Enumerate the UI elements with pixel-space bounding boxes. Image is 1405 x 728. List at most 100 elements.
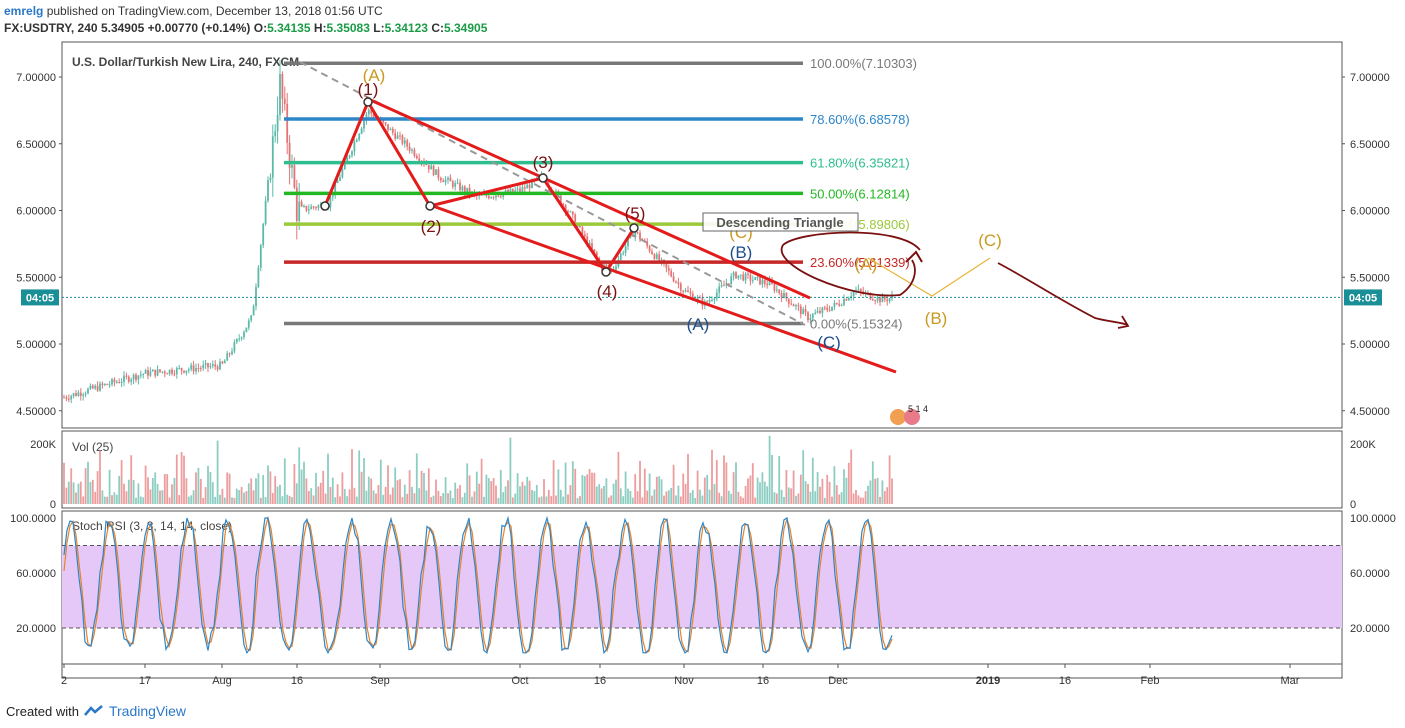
candle-body xyxy=(250,315,253,321)
candle-body xyxy=(255,286,257,307)
volume-bar xyxy=(111,495,113,504)
volume-bar xyxy=(262,475,265,504)
candle-body xyxy=(615,266,617,270)
stoch-rsi-pane[interactable]: Stoch RSI (3, 3, 14, 14, close) xyxy=(62,515,1342,655)
volume-bar xyxy=(358,450,361,504)
candle-body xyxy=(175,368,178,375)
candle-body xyxy=(763,279,766,284)
volume-bar xyxy=(737,491,740,504)
volume-bar xyxy=(351,449,353,504)
candle-body xyxy=(442,180,445,183)
candle-body xyxy=(747,273,749,275)
volume-bar xyxy=(89,481,92,504)
candle-body xyxy=(137,375,140,380)
volume-bar xyxy=(785,470,788,504)
candle-body xyxy=(101,383,104,386)
candle-body xyxy=(807,312,809,321)
volume-bar xyxy=(415,453,418,504)
volume-bar xyxy=(327,453,329,504)
candle-body xyxy=(315,207,317,209)
hand-ellipse xyxy=(780,231,921,297)
volume-bar xyxy=(454,482,457,504)
volume-bar xyxy=(600,488,603,504)
volume-bar xyxy=(571,461,574,504)
candle-body xyxy=(831,306,833,311)
candle-body xyxy=(267,180,269,201)
volume-bar xyxy=(387,465,389,504)
volume-bar xyxy=(799,474,802,504)
volume-bar xyxy=(783,497,785,504)
volume-bar xyxy=(622,496,625,504)
volume-bar xyxy=(720,496,723,504)
volume-bar xyxy=(204,487,207,504)
candle-body xyxy=(226,353,229,361)
impulse-wave xyxy=(323,98,636,275)
candle-body xyxy=(346,157,349,161)
volume-bar xyxy=(159,490,161,504)
volume-bar xyxy=(766,486,769,504)
volume-bar xyxy=(574,468,577,504)
volume-bar xyxy=(274,476,277,504)
volume-bar xyxy=(435,479,437,504)
author-link[interactable]: emrelg xyxy=(4,4,44,18)
volume-bar xyxy=(468,475,471,504)
volume-bar xyxy=(634,474,637,504)
candle-body xyxy=(735,272,737,279)
candle-body xyxy=(715,292,718,299)
candle-body xyxy=(147,370,149,376)
candle-body xyxy=(859,289,862,292)
vol-tick-right: 0 xyxy=(1350,499,1356,511)
volume-bar xyxy=(586,474,589,504)
candle-body xyxy=(459,182,461,191)
candle-body xyxy=(655,254,658,259)
candle-body xyxy=(161,371,164,373)
candle-body xyxy=(96,385,99,391)
price-pane[interactable]: U.S. Dollar/Turkish New Lira, 240, FXCM xyxy=(63,55,893,404)
last-price-text-left: 04:05 xyxy=(26,292,54,304)
candle-body xyxy=(749,274,752,281)
time-tick-label: Dec xyxy=(828,675,848,687)
candle-body xyxy=(243,332,245,338)
volume-bar xyxy=(125,491,128,504)
volume-bar xyxy=(171,484,173,504)
candle-body xyxy=(113,379,116,383)
volume-bar xyxy=(331,477,334,504)
volume-bar xyxy=(598,484,601,504)
candle-body xyxy=(742,274,745,281)
candle-body xyxy=(487,196,490,199)
volume-bar xyxy=(339,496,341,504)
stoch-tick-left: 20.0000 xyxy=(16,623,56,635)
volume-bar xyxy=(617,451,620,504)
volume-bar xyxy=(324,493,327,504)
candle-body xyxy=(559,195,562,204)
chart-area[interactable]: U.S. Dollar/Turkish New Lira, 240, FXCM … xyxy=(0,0,1405,700)
volume-bar xyxy=(471,496,473,504)
volume-bar xyxy=(862,497,865,504)
candle-body xyxy=(94,385,97,389)
volume-bar xyxy=(202,497,205,504)
candle-body xyxy=(149,371,152,376)
volume-bar xyxy=(394,467,397,504)
fib-level-label: 23.60%(5.61339) xyxy=(810,255,910,270)
volume-bar xyxy=(250,478,253,504)
projection-path xyxy=(867,257,991,297)
candle-body xyxy=(689,291,692,294)
candle-body xyxy=(264,200,267,224)
volume-bar xyxy=(881,480,884,504)
candle-body xyxy=(624,246,627,253)
volume-pane[interactable]: Vol (25) xyxy=(63,435,893,504)
time-tick-label: Oct xyxy=(511,675,528,687)
candle-body xyxy=(401,135,404,144)
candle-body xyxy=(439,177,442,181)
candle-body xyxy=(826,307,829,310)
volume-bar xyxy=(411,486,413,504)
candle-body xyxy=(204,363,207,365)
tradingview-brand[interactable]: TradingView xyxy=(108,703,187,719)
candle-body xyxy=(216,366,219,370)
created-with-text: Created with xyxy=(6,703,79,719)
pane-border-1 xyxy=(61,41,1343,429)
candle-body xyxy=(838,303,841,306)
volume-bar xyxy=(154,472,157,504)
price-tick-right: 7.00000 xyxy=(1350,72,1390,84)
candle-body xyxy=(677,282,680,284)
